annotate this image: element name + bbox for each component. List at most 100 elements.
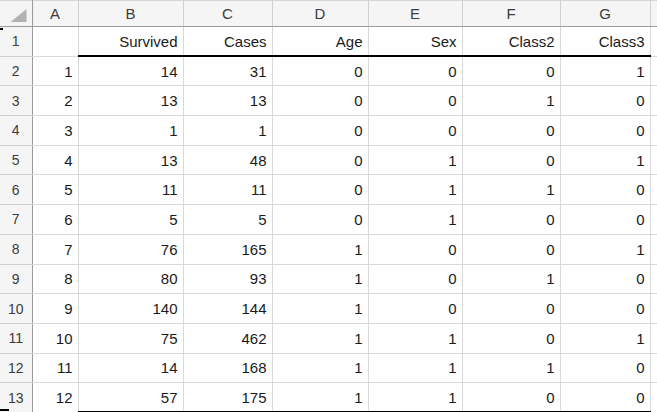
cell-a1[interactable] [32,27,78,57]
row-header-2[interactable]: 2 [0,56,32,86]
cell-f5[interactable]: 0 [462,145,560,175]
cell-c11[interactable]: 462 [183,323,272,353]
row-header-3[interactable]: 3 [0,86,32,116]
row-header-4[interactable]: 4 [0,116,32,146]
cell-g7[interactable]: 0 [560,205,650,235]
cell-a6[interactable]: 5 [32,175,78,205]
cell-b11[interactable]: 75 [78,323,183,353]
cell-a2[interactable]: 1 [32,56,78,86]
cell-f7[interactable]: 0 [462,205,560,235]
cell-b9[interactable]: 80 [78,264,183,294]
cell-a7[interactable]: 6 [32,205,78,235]
cell-e2[interactable]: 0 [368,56,462,86]
cell-b1[interactable]: Survived [78,27,183,57]
column-header-b[interactable]: B [78,1,183,27]
cell-f9[interactable]: 1 [462,264,560,294]
cell-f1[interactable]: Class2 [462,27,560,57]
cell-g8[interactable]: 1 [560,234,650,264]
cell-h2[interactable] [650,56,657,86]
cell-e13[interactable]: 1 [368,383,462,412]
cell-f6[interactable]: 1 [462,175,560,205]
row-header-12[interactable]: 12 [0,353,32,383]
cell-h3[interactable] [650,86,657,116]
cell-e3[interactable]: 0 [368,86,462,116]
cell-g3[interactable]: 0 [560,86,650,116]
cell-e8[interactable]: 0 [368,234,462,264]
cell-h9[interactable] [650,264,657,294]
cell-d2[interactable]: 0 [272,56,368,86]
cell-h4[interactable] [650,116,657,146]
cell-d8[interactable]: 1 [272,234,368,264]
select-all-button[interactable] [0,1,32,27]
row-header-7[interactable]: 7 [0,205,32,235]
cell-f13[interactable]: 0 [462,383,560,412]
row-header-13[interactable]: 13 [0,383,32,412]
column-header-e[interactable]: E [368,1,462,27]
cell-f2[interactable]: 0 [462,56,560,86]
cell-d4[interactable]: 0 [272,116,368,146]
cell-d11[interactable]: 1 [272,323,368,353]
cell-c10[interactable]: 144 [183,294,272,324]
cell-e12[interactable]: 1 [368,353,462,383]
cell-h10[interactable] [650,294,657,324]
cell-a13[interactable]: 12 [32,383,78,412]
cell-c2[interactable]: 31 [183,56,272,86]
cell-b4[interactable]: 1 [78,116,183,146]
cell-e4[interactable]: 0 [368,116,462,146]
cell-h5[interactable] [650,145,657,175]
cell-b13[interactable]: 57 [78,383,183,412]
cell-a10[interactable]: 9 [32,294,78,324]
cell-d10[interactable]: 1 [272,294,368,324]
cell-e10[interactable]: 0 [368,294,462,324]
cell-c3[interactable]: 13 [183,86,272,116]
cell-g6[interactable]: 0 [560,175,650,205]
column-header-f[interactable]: F [462,1,560,27]
cell-a3[interactable]: 2 [32,86,78,116]
column-header-h-partial[interactable] [650,1,657,27]
cell-a11[interactable]: 10 [32,323,78,353]
cell-a4[interactable]: 3 [32,116,78,146]
column-header-a[interactable]: A [32,1,78,27]
cell-c4[interactable]: 1 [183,116,272,146]
cell-a12[interactable]: 11 [32,353,78,383]
cell-g13[interactable]: 0 [560,383,650,412]
cell-a5[interactable]: 4 [32,145,78,175]
cell-c5[interactable]: 48 [183,145,272,175]
cell-h12[interactable] [650,353,657,383]
cell-c12[interactable]: 168 [183,353,272,383]
cell-f10[interactable]: 0 [462,294,560,324]
cell-c7[interactable]: 5 [183,205,272,235]
row-header-8[interactable]: 8 [0,234,32,264]
cell-g9[interactable]: 0 [560,264,650,294]
cell-b12[interactable]: 14 [78,353,183,383]
row-header-6[interactable]: 6 [0,175,32,205]
cell-f4[interactable]: 0 [462,116,560,146]
cell-g5[interactable]: 1 [560,145,650,175]
cell-g11[interactable]: 1 [560,323,650,353]
cell-b5[interactable]: 13 [78,145,183,175]
cell-d9[interactable]: 1 [272,264,368,294]
row-header-11[interactable]: 11 [0,323,32,353]
cell-h11[interactable] [650,323,657,353]
cell-d7[interactable]: 0 [272,205,368,235]
cell-d13[interactable]: 1 [272,383,368,412]
cell-e11[interactable]: 1 [368,323,462,353]
cell-b6[interactable]: 11 [78,175,183,205]
row-header-9[interactable]: 9 [0,264,32,294]
cell-g10[interactable]: 0 [560,294,650,324]
cell-b10[interactable]: 140 [78,294,183,324]
cell-b3[interactable]: 13 [78,86,183,116]
cell-b2[interactable]: 14 [78,56,183,86]
cell-e6[interactable]: 1 [368,175,462,205]
cell-e5[interactable]: 1 [368,145,462,175]
row-header-1[interactable]: 1 [0,27,32,57]
cell-d5[interactable]: 0 [272,145,368,175]
cell-e1[interactable]: Sex [368,27,462,57]
cell-c13[interactable]: 175 [183,383,272,412]
cell-h6[interactable] [650,175,657,205]
cell-b8[interactable]: 76 [78,234,183,264]
cell-f11[interactable]: 0 [462,323,560,353]
cell-g12[interactable]: 0 [560,353,650,383]
column-header-d[interactable]: D [272,1,368,27]
row-header-5[interactable]: 5 [0,145,32,175]
